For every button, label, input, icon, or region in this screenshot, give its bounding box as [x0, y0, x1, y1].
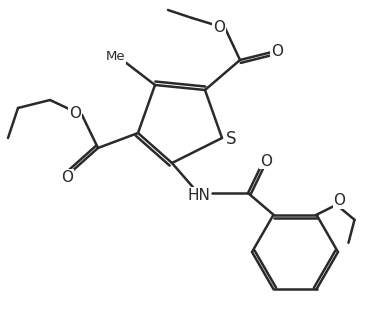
Text: O: O	[333, 193, 345, 208]
Text: HN: HN	[188, 188, 210, 202]
Text: O: O	[260, 154, 272, 168]
Text: O: O	[61, 169, 73, 184]
Text: S: S	[226, 130, 236, 148]
Text: O: O	[69, 106, 81, 121]
Text: O: O	[213, 19, 225, 35]
Text: Me: Me	[106, 51, 126, 64]
Text: O: O	[271, 45, 283, 60]
